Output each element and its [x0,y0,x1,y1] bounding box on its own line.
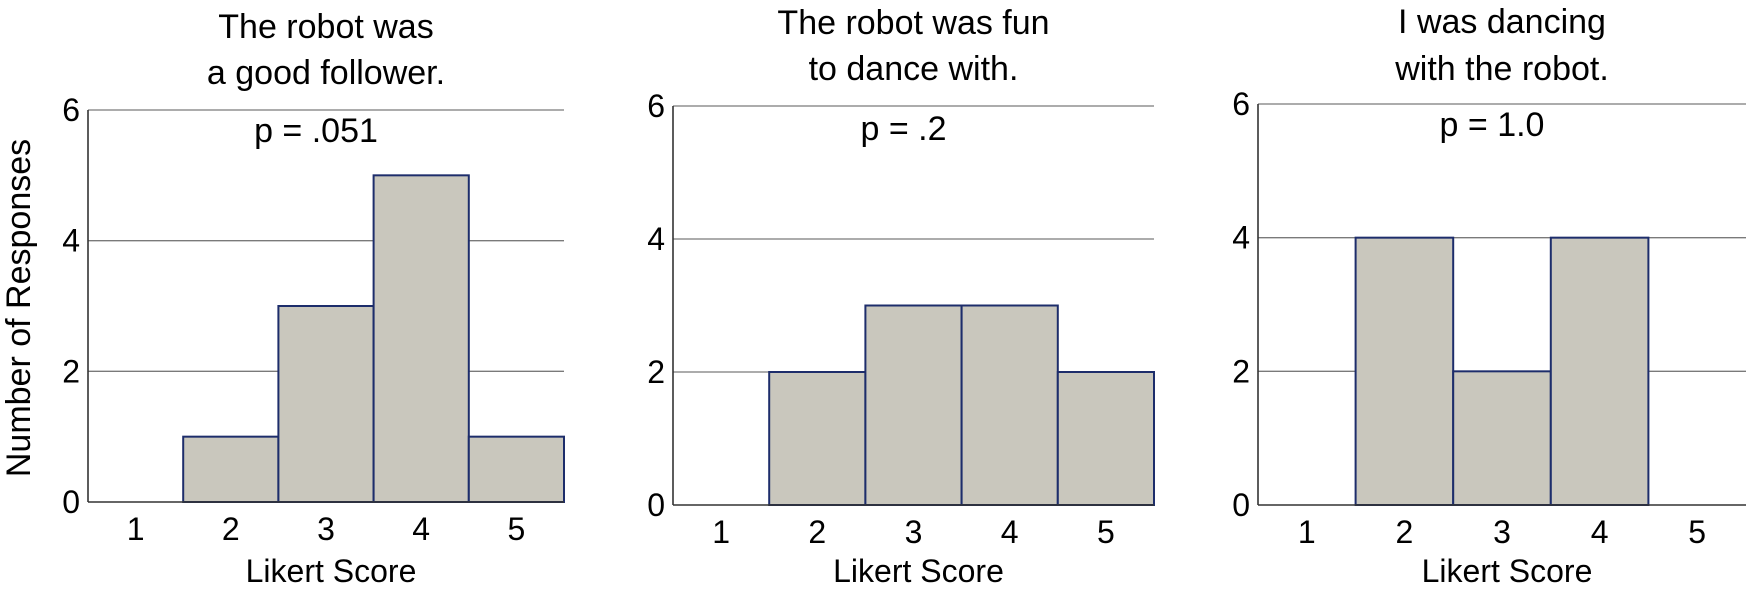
bar-4 [1549,236,1650,507]
x-tick-label: 1 [1298,514,1316,550]
chart-1: The robot was a good follower. 0 2 4 6 1 2 3 4 5 p … [62,8,565,589]
chart-2: The robot was fun to dance with. 0 2 4 6 1 2 3 4 5… [647,4,1156,589]
y-axis-label: Number of Responses [0,139,38,477]
bar-4 [960,304,1059,506]
y-tick-label: 2 [62,353,80,389]
x-tick-label: 1 [712,514,730,550]
x-tick-label: 4 [1591,514,1609,550]
bar-2 [1354,236,1455,507]
charts: The robot was a good follower. 0 2 4 6 1 2 3 4 5 p … [62,3,1746,589]
y-tick-label: 2 [647,354,665,390]
y-tick-label: 2 [1232,353,1250,389]
y-tick-label: 0 [62,484,80,520]
chart-title-line: a good follower. [207,54,445,92]
y-tick-label: 6 [647,88,665,124]
bar-3 [1452,370,1552,507]
y-tick-label: 6 [1232,86,1250,122]
chart-title-line: I was dancing [1398,3,1606,41]
chart-title-line: to dance with. [809,50,1019,88]
bar-5 [467,435,565,503]
p-value-annotation: p = 1.0 [1440,106,1545,144]
x-tick-label: 3 [1493,514,1511,550]
x-tick-label: 2 [1396,514,1414,550]
x-tick-label: 1 [127,511,145,547]
x-tick-label: 5 [1688,514,1706,550]
x-axis-label: Likert Score [833,553,1004,589]
x-tick-label: 3 [905,514,923,550]
p-value-annotation: p = .051 [254,112,378,150]
bar-3 [277,305,375,503]
y-tick-label: 0 [1232,487,1250,523]
y-tick-label: 0 [647,487,665,523]
y-tick-label: 6 [62,92,80,128]
y-tick-label: 4 [1232,220,1250,256]
p-value-annotation: p = .2 [860,110,946,148]
bar-2 [182,435,280,503]
x-axis-label: Likert Score [246,553,417,589]
chart-3: I was dancing with the robot. 0 2 4 6 1 2 3 4 5 p =… [1232,3,1746,589]
x-axis-label: Likert Score [1422,553,1593,589]
chart-title-line: The robot was fun [777,4,1049,42]
chart-title-line: The robot was [218,8,433,46]
x-tick-label: 3 [317,511,335,547]
y-tick-label: 4 [62,223,80,259]
y-tick-label: 4 [647,221,665,257]
bar-2 [768,371,867,506]
bar-4 [372,174,470,503]
chart-title-line: with the robot. [1394,50,1609,88]
bar-3 [864,304,963,506]
x-tick-label: 2 [222,511,240,547]
x-tick-label: 4 [412,511,430,547]
x-tick-label: 5 [508,511,526,547]
x-tick-label: 5 [1097,514,1115,550]
x-tick-label: 2 [808,514,826,550]
bar-5 [1056,371,1156,506]
x-tick-label: 4 [1001,514,1019,550]
